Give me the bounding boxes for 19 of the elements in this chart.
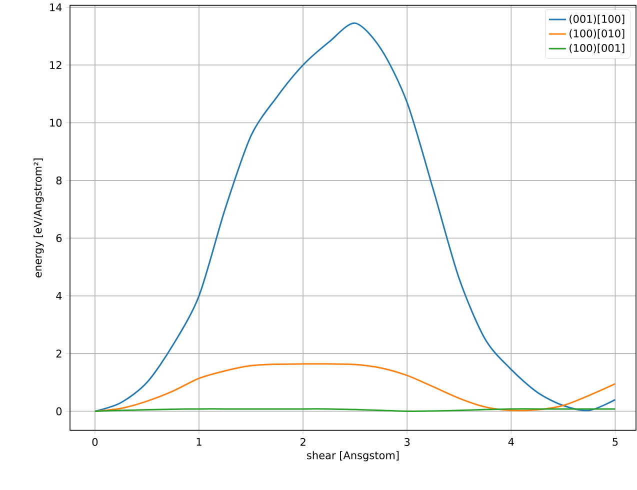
legend-label: (100)[001] — [570, 44, 624, 54]
y-tick-label: 4 — [56, 292, 62, 300]
y-tick-label: 12 — [50, 60, 62, 69]
x-tick-label: 3 — [404, 438, 410, 446]
x-axis-title: shear [Ansgstom] — [307, 450, 399, 462]
y-tick-label: 6 — [56, 234, 62, 242]
y-tick-label: 14 — [50, 3, 62, 12]
x-tick-label: 1 — [196, 438, 202, 446]
x-tick-label: 4 — [508, 438, 514, 446]
legend-label: (100)[010] — [570, 29, 624, 38]
y-tick-label: 0 — [56, 407, 62, 416]
x-tick-label: 0 — [92, 438, 98, 446]
y-tick-label: 8 — [56, 176, 62, 184]
legend-label: (001)[100] — [570, 14, 624, 24]
x-tick-label: 2 — [300, 438, 306, 446]
y-tick-label: 2 — [56, 350, 62, 358]
y-tick-label: 10 — [50, 118, 62, 127]
x-tick-label: 5 — [612, 438, 618, 446]
y-axis-title: energy [eV/Angstrom²] — [34, 158, 44, 278]
